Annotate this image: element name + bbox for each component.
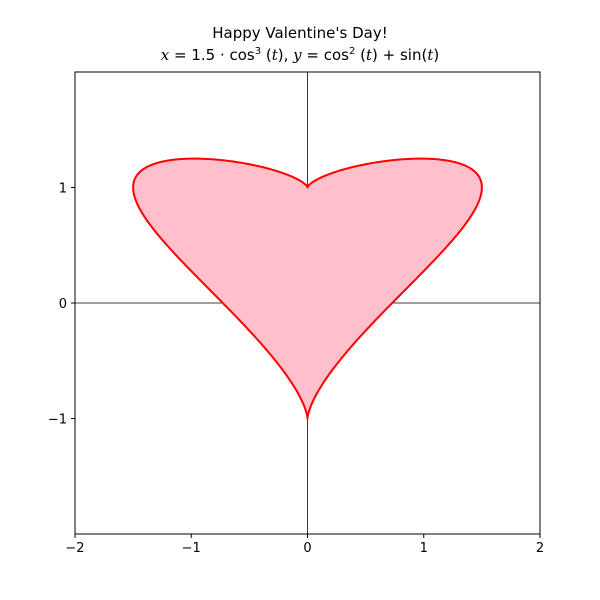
x-tick-label: 1 — [420, 541, 428, 556]
heart-fill — [133, 158, 482, 419]
x-tick-label: −2 — [65, 541, 84, 556]
x-tick-label: 2 — [536, 541, 544, 556]
y-tick-label: 1 — [59, 182, 67, 197]
chart-subtitle: x = 1.5 · cos3 (t), y = cos2 (t) + sin(t… — [160, 46, 440, 64]
y-tick-label: 0 — [59, 297, 67, 312]
heart-curve — [132, 157, 483, 420]
plot-area — [75, 72, 540, 534]
axes: −2 −1 0 1 2 −1 0 1 — [48, 71, 544, 556]
x-tick-label: −1 — [182, 541, 201, 556]
x-tick-label: 0 — [303, 541, 311, 556]
chart-title: Happy Valentine's Day! — [212, 24, 388, 42]
y-tick-label: −1 — [48, 413, 67, 428]
